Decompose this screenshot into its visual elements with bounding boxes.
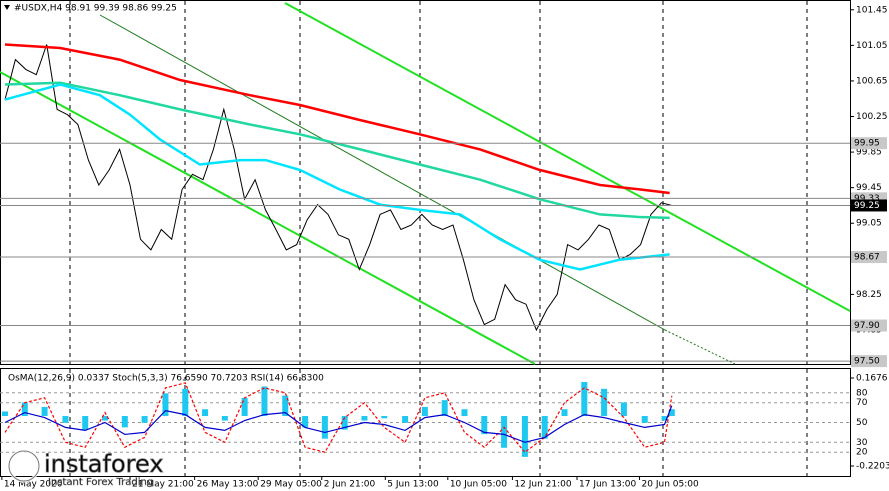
y-tick-label: 99.85	[856, 148, 882, 158]
y-tick-label: 101.05	[856, 41, 888, 51]
y-tick-label: 101.45	[856, 5, 888, 15]
osma-bar	[282, 395, 289, 417]
osma-bar	[402, 416, 409, 423]
y-tick-label: 99.05	[856, 219, 882, 229]
osma-bar	[541, 416, 548, 439]
level-box	[851, 137, 887, 150]
level-label: 98.67	[854, 253, 880, 263]
channel-line	[284, 2, 851, 312]
osma-bar	[241, 397, 248, 417]
osma-bar	[361, 416, 368, 421]
x-tick-label: 20 Jun 05:00	[642, 480, 699, 490]
osma-bar	[182, 388, 189, 417]
osma-bar	[381, 416, 388, 419]
osma-bar	[661, 416, 668, 421]
chart-title: #USDX,H4 98.91 99.39 98.86 99.25	[14, 4, 177, 14]
osma-bar	[102, 416, 109, 421]
osma-bar	[82, 416, 89, 430]
osma-bar	[641, 416, 648, 423]
level-box	[851, 251, 887, 264]
y-tick-label: 100.25	[856, 112, 888, 122]
y-tick-label: 30	[856, 438, 868, 448]
x-tick-label: 10 Jun 05:00	[450, 480, 507, 490]
osma-bar	[521, 416, 528, 457]
x-tick-label: 26 May 13:00	[197, 480, 259, 490]
price-panel	[0, 0, 851, 365]
level-label: 97.50	[854, 357, 880, 367]
brand: instaforex	[44, 450, 164, 478]
watermark: instaforex Instant Forex Trading	[7, 449, 164, 488]
x-tick-label: 5 Jun 13:00	[387, 480, 439, 490]
oscillator-line	[4, 382, 673, 454]
x-tick-label: 14 May 2020	[4, 480, 63, 490]
osma-bar	[341, 416, 348, 430]
oscillator-title: OsMA(12,26,9) 0.0337 Stoch(5,3,3) 76.659…	[8, 374, 324, 384]
menu-arrow	[4, 5, 10, 10]
osma-bar	[302, 416, 309, 428]
osma-bar	[581, 381, 588, 417]
x-tick-label: 21 May 21:00	[132, 480, 194, 490]
moving-average	[4, 83, 670, 271]
osma-bar	[21, 402, 28, 417]
y-tick-label: 99.45	[856, 183, 882, 193]
x-tick-label: 17 Jun 13:00	[579, 480, 636, 490]
osma-bar	[461, 409, 468, 417]
x-tick-label: 12 Jun 21:00	[514, 480, 571, 490]
trend-line	[99, 14, 666, 331]
osma-bar	[141, 416, 148, 423]
moving-average	[4, 43, 670, 195]
level-label: 99.25	[854, 201, 880, 211]
osma-bar	[62, 416, 69, 423]
level-label: 97.90	[854, 321, 880, 331]
osma-bar	[202, 409, 209, 417]
osma-bar	[261, 386, 268, 417]
osma-bar	[501, 416, 508, 448]
trend-lines	[0, 2, 851, 365]
x-tick-label: 2 Jun 21:00	[324, 480, 376, 490]
y-tick-label: 80	[856, 388, 868, 398]
price-layer	[4, 43, 672, 332]
osma-bar	[2, 411, 9, 417]
osma-bar	[421, 406, 428, 417]
osma-bar	[441, 400, 448, 417]
y-tick-label: 100.65	[856, 76, 888, 86]
trend-line	[664, 329, 736, 365]
tagline: Instant Forex Trading	[48, 477, 153, 488]
y2-tick-label: -0.2203	[856, 462, 889, 472]
level-box	[851, 199, 887, 212]
osma-bar	[162, 393, 169, 417]
osma-bar	[561, 409, 568, 417]
osma-bar	[620, 402, 627, 417]
osma-bar	[321, 416, 328, 439]
osma-bar	[41, 406, 48, 417]
y2-tick-label: 0.1676	[856, 373, 888, 383]
osma-bar	[601, 388, 608, 417]
x-tick-label: 29 May 05:00	[260, 480, 322, 490]
level-box	[851, 319, 887, 332]
level-label: 99.95	[854, 139, 880, 149]
osma-bar	[221, 416, 228, 421]
osma-bar	[668, 409, 675, 417]
y-tick-label: 20	[856, 448, 868, 458]
y-tick-label: 98.25	[856, 290, 882, 300]
price-line	[4, 44, 672, 332]
y-tick-label: 70	[856, 398, 868, 408]
logo-outline	[8, 450, 40, 482]
osma-bar	[121, 416, 128, 428]
channel-line	[0, 71, 536, 365]
y-tick-label: 50	[856, 418, 868, 428]
moving-average	[4, 81, 670, 220]
osma-bar	[481, 416, 488, 435]
level-label: 99.33	[854, 194, 880, 204]
level-box	[851, 355, 887, 368]
oscillator-line	[4, 405, 673, 443]
